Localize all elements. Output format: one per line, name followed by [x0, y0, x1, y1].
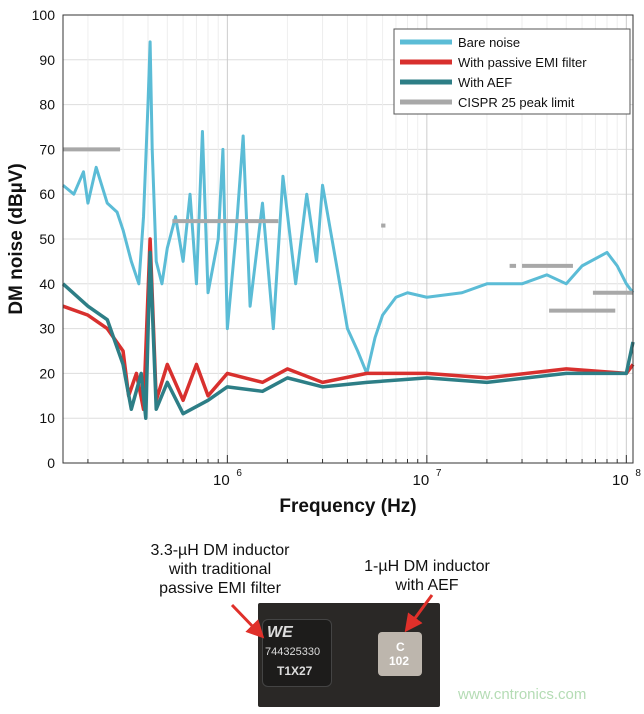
- y-tick-label: 80: [39, 97, 55, 113]
- label-line: passive EMI filter: [159, 580, 281, 597]
- inductor2-mark: C: [396, 640, 405, 654]
- watermark: www.cntronics.com: [458, 686, 587, 703]
- y-tick-label: 20: [39, 365, 55, 381]
- we-logo: WE: [267, 624, 293, 641]
- inductor1-part-number: 744325330: [265, 646, 321, 658]
- arrow-left: [230, 603, 265, 639]
- x-tick-label: 10: [612, 472, 629, 489]
- series-line: [62, 40, 635, 375]
- inductor2-code: 102: [389, 654, 410, 668]
- plot-frame: [62, 14, 634, 464]
- legend-label: Bare noise: [458, 35, 520, 50]
- y-tick-label: 0: [47, 455, 55, 471]
- x-axis-label: Frequency (Hz): [279, 496, 416, 517]
- inductor-1uh: C 102: [378, 632, 422, 676]
- legend-label: CISPR 25 peak limit: [458, 95, 575, 110]
- x-tick-label: 10: [213, 472, 230, 489]
- series-line: [61, 250, 635, 420]
- y-tick-label: 30: [39, 321, 55, 337]
- arrow-right: [404, 594, 434, 633]
- label-line: 1-µH DM inductor: [364, 558, 490, 575]
- y-tick-label: 50: [39, 231, 55, 247]
- y-tick-label: 100: [32, 7, 56, 23]
- legend-label: With passive EMI filter: [458, 55, 587, 70]
- y-tick-label: 40: [39, 276, 55, 292]
- y-tick-label: 60: [39, 186, 55, 202]
- x-tick-exponent: 6: [236, 468, 242, 479]
- right-inductor-label: 1-µH DM inductor with AEF: [352, 557, 502, 595]
- label-line: with traditional: [168, 561, 272, 578]
- label-line: 3.3-µH DM inductor: [150, 542, 290, 559]
- y-tick-label: 70: [39, 141, 55, 157]
- x-tick-exponent: 7: [436, 468, 442, 479]
- x-tick-exponent: 8: [635, 468, 641, 479]
- label-line: with AEF: [395, 577, 459, 594]
- legend-label: With AEF: [458, 75, 512, 90]
- chart: 0 10 20 30 40 50 60 70 80 90 100 10 6 10 7 10 8 Bare nois…: [6, 7, 641, 517]
- y-tick-label: 90: [39, 52, 55, 68]
- y-axis-label: DM noise (dBµV): [6, 163, 27, 314]
- y-tick-label: 10: [39, 410, 55, 426]
- inductor1-lot: T1X27: [277, 664, 313, 678]
- x-tick-label: 10: [413, 472, 430, 489]
- inductor-3-3uh: WE 744325330 T1X27: [262, 619, 332, 687]
- left-inductor-label: 3.3-µH DM inductor with traditional pass…: [130, 541, 310, 598]
